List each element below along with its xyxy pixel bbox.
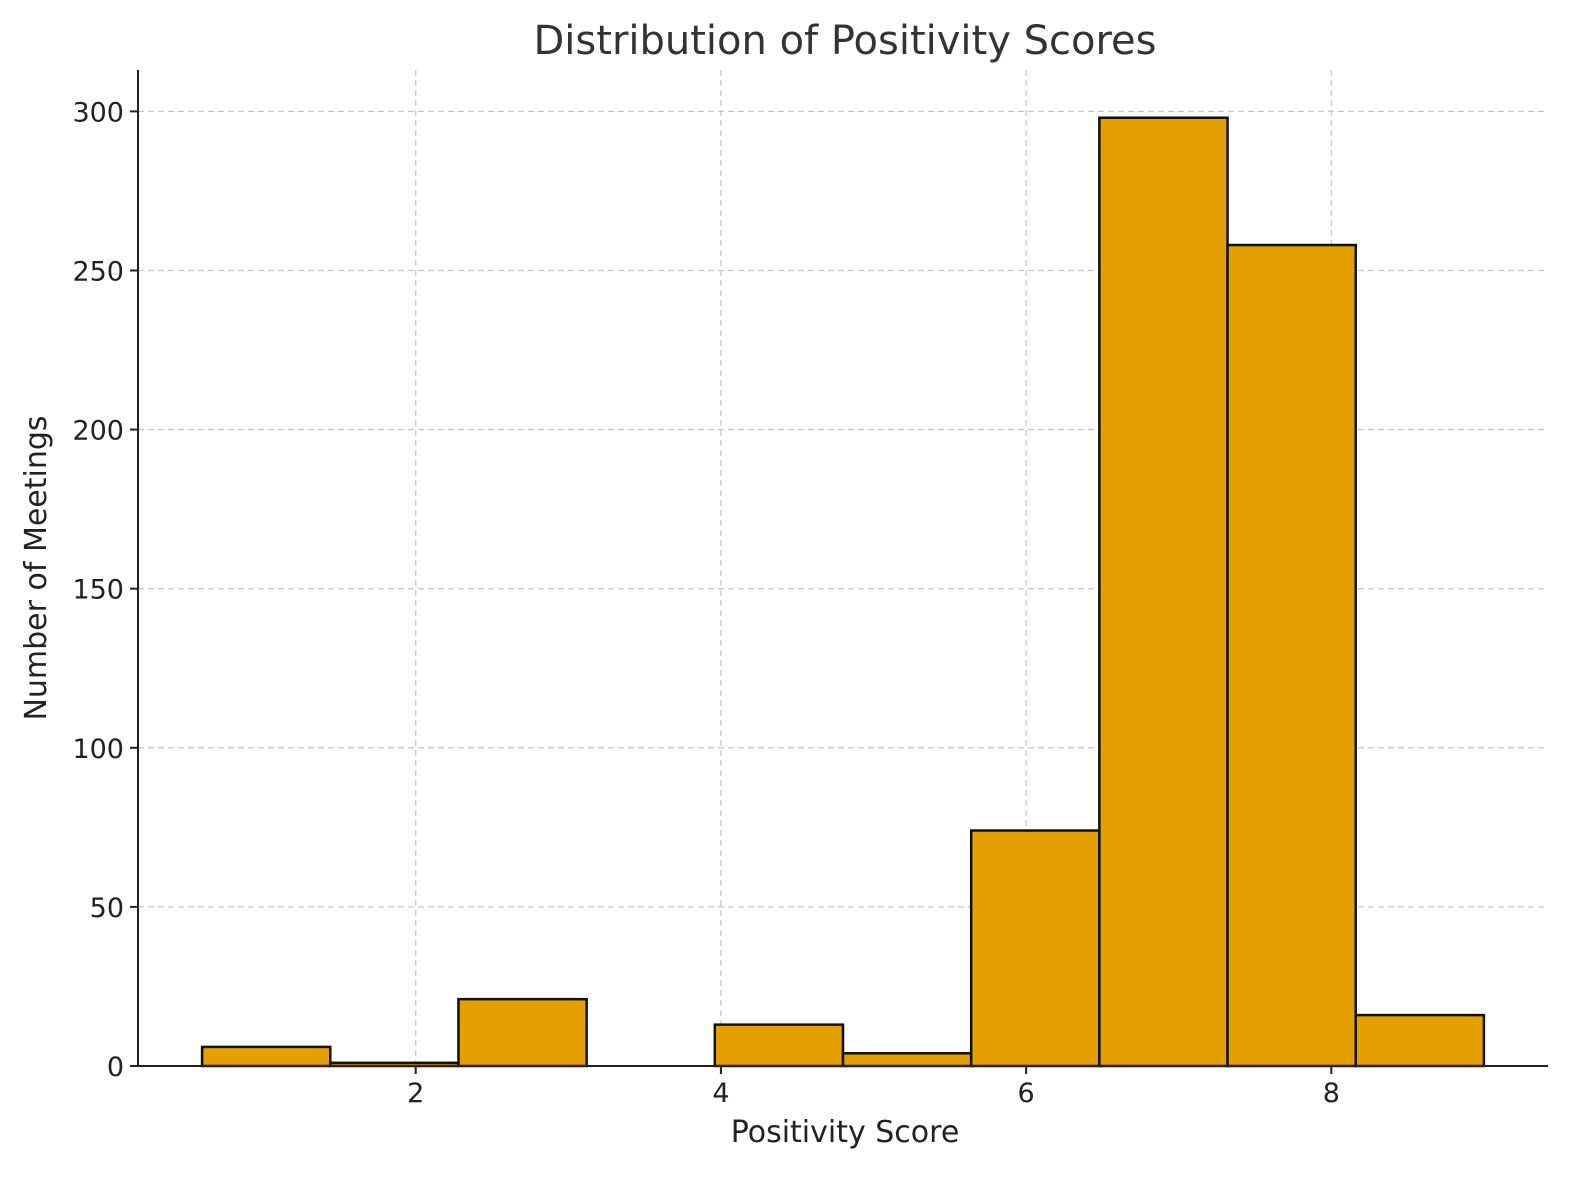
y-tick-label: 250	[72, 256, 124, 287]
y-tick-label: 100	[72, 734, 124, 765]
y-tick-label: 150	[72, 575, 124, 606]
chart-title: Distribution of Positivity Scores	[534, 18, 1157, 64]
bars	[200, 116, 1486, 1068]
histogram-bar	[1354, 1013, 1486, 1068]
y-axis-label: Number of Meetings	[19, 415, 54, 720]
x-tick-label: 6	[1018, 1078, 1035, 1109]
y-tick-label: 50	[90, 893, 124, 924]
x-tick-label: 8	[1323, 1078, 1340, 1109]
histogram-bar	[457, 997, 588, 1068]
y-tick-label: 300	[72, 97, 124, 128]
y-tick-label: 0	[107, 1052, 124, 1083]
x-tick-label: 4	[712, 1078, 729, 1109]
histogram-bar	[1226, 243, 1357, 1068]
histogram-bar	[713, 1023, 845, 1068]
histogram-bar	[969, 829, 1101, 1068]
x-tick-label: 2	[407, 1078, 424, 1109]
axes	[130, 70, 1548, 1074]
histogram-bar	[1098, 116, 1229, 1068]
x-axis-label: Positivity Score	[731, 1115, 960, 1150]
histogram-bar	[200, 1045, 332, 1068]
tick-labels: 2 4 6 8 0 50 100 150 200 250 300	[72, 97, 1339, 1109]
y-tick-label: 200	[72, 416, 124, 447]
histogram-bar	[841, 1052, 973, 1068]
